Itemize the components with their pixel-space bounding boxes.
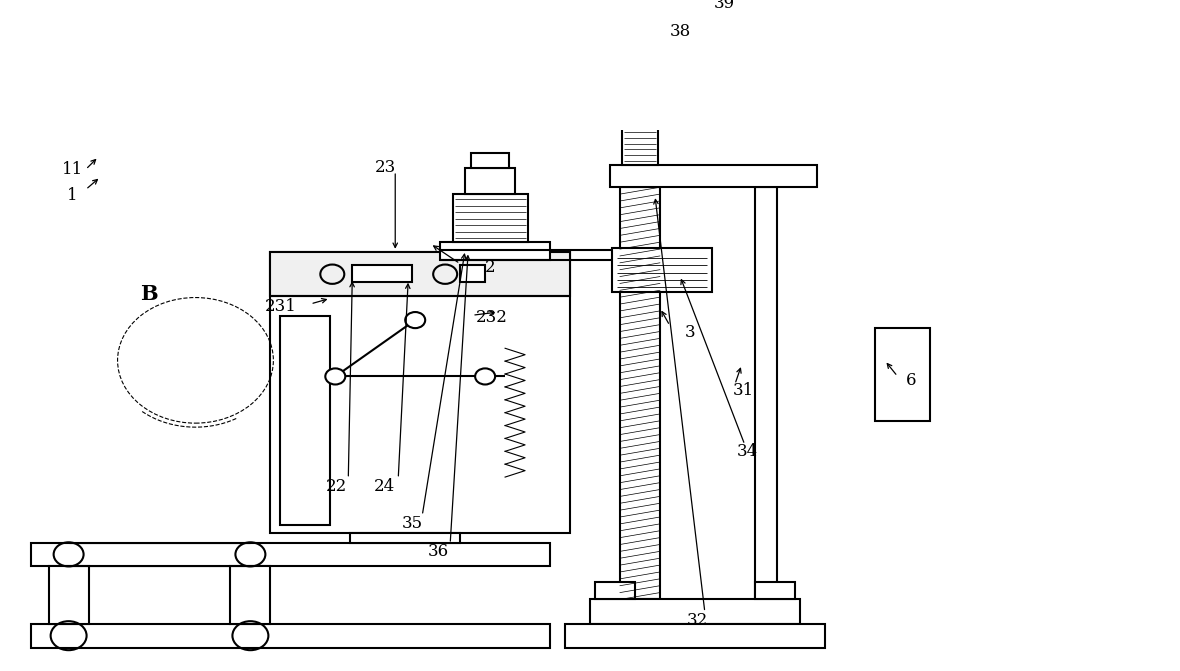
Text: 22: 22: [326, 478, 347, 495]
Text: 2: 2: [485, 259, 496, 276]
Text: 1: 1: [67, 187, 78, 204]
Bar: [565, 623, 825, 648]
Bar: [620, 187, 660, 599]
Bar: [440, 242, 550, 260]
Text: 232: 232: [477, 309, 509, 326]
Bar: [353, 264, 412, 282]
Bar: [281, 316, 330, 525]
Text: 231: 231: [264, 298, 296, 315]
Bar: [874, 328, 930, 421]
Text: 23: 23: [374, 158, 395, 176]
Bar: [230, 566, 270, 623]
Text: 32: 32: [687, 612, 708, 629]
Bar: [595, 582, 635, 599]
Bar: [755, 187, 776, 599]
Text: 34: 34: [738, 443, 759, 460]
Bar: [590, 599, 800, 623]
Bar: [612, 248, 712, 292]
Text: 11: 11: [63, 161, 84, 178]
Text: 38: 38: [669, 23, 690, 40]
Text: 24: 24: [374, 478, 395, 495]
Bar: [624, 72, 656, 87]
Text: 35: 35: [401, 515, 422, 532]
Bar: [614, 87, 666, 104]
Circle shape: [405, 312, 425, 328]
Bar: [270, 252, 570, 533]
Text: 6: 6: [906, 372, 917, 389]
Bar: [460, 264, 485, 282]
Bar: [48, 566, 88, 623]
Bar: [471, 154, 509, 168]
Circle shape: [476, 368, 496, 384]
Text: 31: 31: [733, 382, 754, 399]
Bar: [350, 533, 460, 543]
Bar: [31, 543, 550, 566]
Text: 36: 36: [427, 544, 448, 560]
Bar: [465, 168, 516, 194]
Bar: [31, 623, 550, 648]
Bar: [622, 104, 658, 164]
Text: 39: 39: [713, 0, 734, 12]
Bar: [755, 582, 795, 599]
Bar: [270, 252, 570, 296]
Text: B: B: [139, 284, 157, 303]
Bar: [453, 194, 529, 242]
Bar: [610, 164, 817, 187]
Circle shape: [326, 368, 346, 384]
Text: 3: 3: [684, 323, 695, 341]
